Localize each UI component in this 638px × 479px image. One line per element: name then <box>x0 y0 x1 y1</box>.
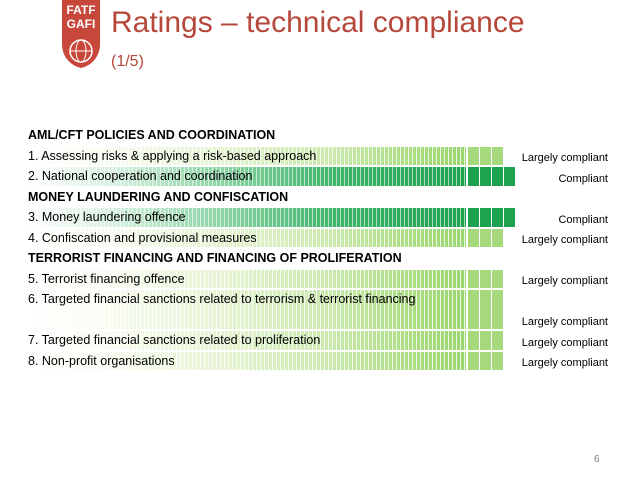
rating-bar <box>25 208 466 227</box>
rating-cell <box>504 208 515 227</box>
rating-bar <box>25 290 466 329</box>
section-header-row: AML/CFT POLICIES AND COORDINATION <box>25 125 610 146</box>
rating-cell <box>480 351 491 370</box>
rating-cell <box>480 228 491 247</box>
section-header-row: TERRORIST FINANCING AND FINANCING OF PRO… <box>25 248 610 269</box>
rating-label: 7. Targeted financial sanctions related … <box>28 333 321 347</box>
rating-status: Largely compliant <box>521 275 608 287</box>
rating-cell <box>480 146 491 165</box>
rating-cell <box>468 351 479 370</box>
rating-status: Largely compliant <box>521 152 608 164</box>
rating-row: Largely compliant 8. Non-profit organisat… <box>25 351 610 372</box>
rating-row: Largely compliant 5. Terrorist financing … <box>25 269 610 290</box>
rating-cell <box>480 269 491 288</box>
rating-cell <box>492 331 503 350</box>
rating-bar <box>25 269 466 288</box>
rating-bar <box>25 331 466 350</box>
rating-row: Compliant 3. Money laundering offence <box>25 207 610 228</box>
rating-row: Largely compliant 4. Confiscation and pro… <box>25 228 610 249</box>
page-number: 6 <box>594 454 600 465</box>
logo-text-fatf: FATF <box>66 3 95 17</box>
rating-cell <box>468 228 479 247</box>
rating-bar <box>25 146 466 165</box>
rating-label: 4. Confiscation and provisional measures <box>28 230 257 245</box>
rating-cell <box>468 208 479 227</box>
section-header-row: MONEY LAUNDERING AND CONFISCATION <box>25 187 610 208</box>
rating-label: 8. Non-profit organisations <box>28 353 175 368</box>
logo-text-gafi: GAFI <box>67 17 96 31</box>
rating-label: 1. Assessing risks & applying a risk-bas… <box>28 148 317 163</box>
rating-row: Largely compliant 1. Assessing risks & ap… <box>25 146 610 167</box>
rating-cell <box>492 167 503 186</box>
rating-cell <box>492 208 503 227</box>
rating-cell <box>468 146 479 165</box>
rating-status: Largely compliant <box>521 234 608 246</box>
rating-cell <box>468 167 479 186</box>
rating-bar <box>25 167 466 186</box>
rating-cell <box>480 331 491 350</box>
rating-bar <box>25 351 466 370</box>
slide-subtitle: (1/5) <box>111 53 144 70</box>
rating-cell <box>504 167 515 186</box>
rating-cell <box>492 146 503 165</box>
rating-label: 2. National cooperation and coordination <box>28 169 253 183</box>
rating-status: Largely compliant <box>521 336 608 349</box>
rating-cell <box>480 167 491 186</box>
section-title: TERRORIST FINANCING AND FINANCING OF PRO… <box>28 251 402 265</box>
rating-cell <box>492 269 503 288</box>
rating-row: Compliant 2. National cooperation and coo… <box>25 166 610 187</box>
rating-cell <box>480 290 491 329</box>
slide-title: Ratings – technical compliance <box>111 6 525 39</box>
rating-bar <box>25 228 466 247</box>
rating-cell <box>468 290 479 329</box>
rating-cell <box>468 331 479 350</box>
rating-cell <box>492 351 503 370</box>
rating-label: 5. Terrorist financing offence <box>28 271 185 286</box>
section-title: MONEY LAUNDERING AND CONFISCATION <box>28 189 289 204</box>
ratings-table: AML/CFT POLICIES AND COORDINATION Largely… <box>25 125 610 371</box>
rating-label: 6. Targeted financial sanctions related … <box>28 292 416 306</box>
rating-status: Largely compliant <box>521 316 608 328</box>
rating-cell <box>492 228 503 247</box>
rating-cell <box>480 208 491 227</box>
rating-row: Largely compliant 6. Targeted financial s… <box>25 289 610 330</box>
rating-status: Compliant <box>558 213 608 226</box>
fatf-gafi-logo: FATF GAFI <box>62 0 100 68</box>
section-title: AML/CFT POLICIES AND COORDINATION <box>28 128 276 142</box>
rating-row: Largely compliant 7. Targeted financial s… <box>25 330 610 351</box>
rating-label: 3. Money laundering offence <box>28 210 186 224</box>
rating-cell <box>468 269 479 288</box>
rating-cell <box>492 290 503 329</box>
rating-status: Largely compliant <box>521 357 608 369</box>
rating-status: Compliant <box>558 172 608 185</box>
